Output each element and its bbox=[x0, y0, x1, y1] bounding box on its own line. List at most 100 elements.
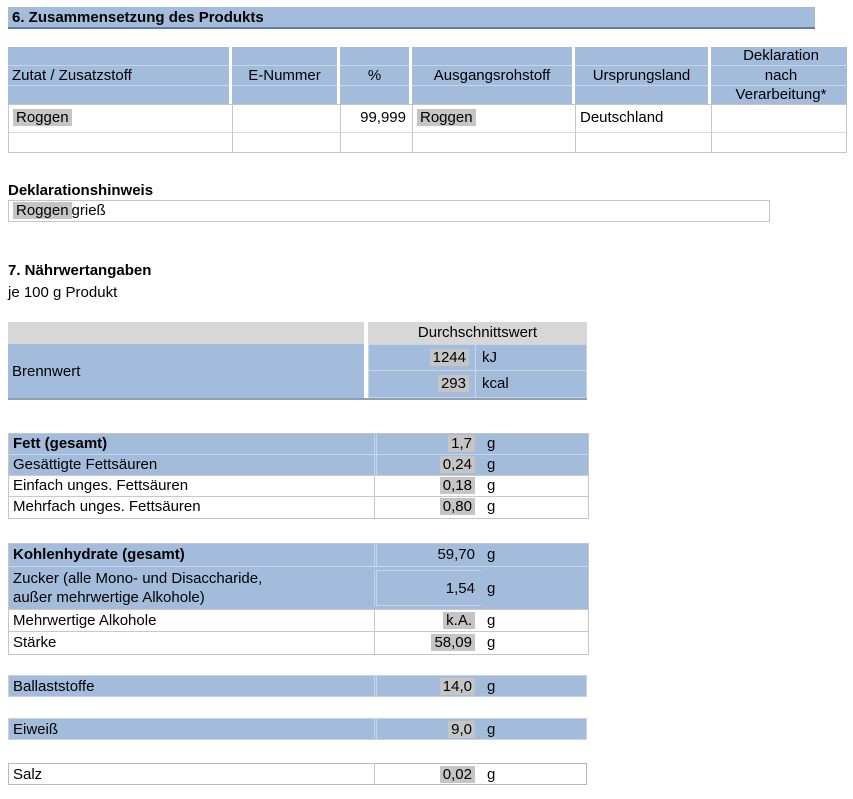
header-label-deklaration-line2: nach bbox=[711, 65, 847, 86]
salz-form-field[interactable]: 0,02 bbox=[439, 766, 475, 783]
brennwert-kj-row: 1244 kJ bbox=[368, 344, 587, 371]
mehrwertige-alkohole-label: Mehrwertige Alkohole bbox=[13, 612, 157, 629]
header-cell-prozent: % bbox=[340, 47, 412, 104]
row-zucker: Zucker (alle Mono- und Disaccharide, auß… bbox=[9, 567, 588, 610]
kohlenhydrate-value[interactable]: 59,70 bbox=[437, 546, 475, 563]
eiweiss-label: Eiweiß bbox=[13, 721, 59, 738]
row-fett-gesamt: Fett (gesamt) 1,7 g bbox=[9, 434, 588, 455]
row-ballaststoffe: Ballaststoffe 14,0 g bbox=[8, 675, 587, 697]
zucker-label: Zucker (alle Mono- und Disaccharide, auß… bbox=[9, 567, 374, 609]
fett-label: Fett (gesamt) bbox=[13, 435, 108, 452]
brennwert-kcal-unit: kcal bbox=[482, 375, 509, 392]
brennwert-kj-unit: kJ bbox=[482, 349, 497, 366]
header-cell-enummer: E-Nummer bbox=[232, 47, 340, 104]
cell-ausgangsrohstoff: Roggen bbox=[413, 105, 576, 132]
kohlenhydrate-table: Kohlenhydrate (gesamt) 59,70 g Zucker (a… bbox=[8, 543, 589, 655]
header-cell-deklaration: Deklaration nach Verarbeitung* bbox=[711, 47, 847, 104]
eiweiss-table: Eiweiß 9,0 g bbox=[8, 718, 587, 740]
kohlenhydrate-unit: g bbox=[487, 546, 496, 563]
section6-title: 6. Zusammensetzung des Produkts bbox=[8, 7, 815, 29]
brennwert-header-empty-cell bbox=[8, 322, 368, 344]
gesaettigte-unit: g bbox=[487, 456, 496, 473]
brennwert-table-body: Brennwert 1244 kJ 293 kcal bbox=[8, 344, 587, 400]
composition-table-body: Roggen 99,999 Roggen Deutschland bbox=[8, 104, 847, 153]
staerke-label: Stärke bbox=[13, 634, 57, 651]
fett-form-field[interactable]: 1,7 bbox=[448, 435, 475, 452]
salz-label: Salz bbox=[13, 766, 43, 783]
header-cell-ursprungsland: Ursprungsland bbox=[575, 47, 711, 104]
ballaststoffe-table: Ballaststoffe 14,0 g bbox=[8, 675, 587, 697]
mehrwertige-alkohole-unit: g bbox=[487, 612, 496, 629]
brennwert-kcal-row: 293 kcal bbox=[368, 371, 587, 398]
brennwert-kcal-value-cell: 293 bbox=[369, 371, 476, 397]
cell-deklaration bbox=[712, 105, 846, 132]
brennwert-table: Durchschnittswert Brennwert 1244 kJ 293 … bbox=[8, 322, 587, 400]
header-label-enummer: E-Nummer bbox=[232, 65, 337, 86]
table-row-empty bbox=[9, 133, 846, 152]
composition-table-header: Zutat / Zusatzstoff E-Nummer % Ausgangsr… bbox=[8, 47, 847, 104]
eiweiss-unit: g bbox=[487, 721, 496, 738]
staerke-unit: g bbox=[487, 634, 496, 651]
eiweiss-form-field[interactable]: 9,0 bbox=[448, 721, 475, 738]
salz-unit: g bbox=[487, 766, 496, 783]
brennwert-kj-form-field[interactable]: 1244 bbox=[429, 349, 469, 366]
brennwert-kcal-form-field[interactable]: 293 bbox=[437, 375, 469, 392]
section7-subtitle: je 100 g Produkt bbox=[8, 284, 118, 301]
gesaettigte-label: Gesättigte Fettsäuren bbox=[13, 456, 158, 473]
header-label-zutat: Zutat / Zusatzstoff bbox=[8, 65, 229, 86]
header-cell-zutat: Zutat / Zusatzstoff bbox=[8, 47, 232, 104]
durchschnittswert-header: Durchschnittswert bbox=[368, 322, 587, 344]
header-label-prozent: % bbox=[340, 65, 409, 86]
row-kohlenhydrate-gesamt: Kohlenhydrate (gesamt) 59,70 g bbox=[9, 544, 588, 567]
staerke-form-field[interactable]: 58,09 bbox=[431, 634, 475, 651]
section7-title: 7. Nährwertangaben bbox=[8, 262, 152, 279]
brennwert-kj-value-cell: 1244 bbox=[369, 345, 476, 370]
mehrfach-unit: g bbox=[487, 498, 496, 515]
deklarationshinweis-suffix: grieß bbox=[71, 202, 106, 219]
kohlenhydrate-label: Kohlenhydrate (gesamt) bbox=[13, 546, 185, 563]
table-row: Roggen 99,999 Roggen Deutschland bbox=[9, 105, 846, 133]
header-label-ausgangsrohstoff: Ausgangsrohstoff bbox=[412, 65, 572, 86]
mehrwertige-alkohole-form-field[interactable]: k.A. bbox=[443, 612, 475, 629]
mehrfach-form-field[interactable]: 0,80 bbox=[439, 498, 475, 515]
cell-zutat: Roggen bbox=[9, 105, 233, 132]
ballaststoffe-form-field[interactable]: 14,0 bbox=[439, 678, 475, 695]
zucker-label-line2: außer mehrwertige Alkohole) bbox=[13, 589, 205, 606]
header-label-ursprungsland: Ursprungsland bbox=[575, 65, 708, 86]
header-label-deklaration-line3: Verarbeitung* bbox=[735, 86, 827, 103]
mehrfach-label: Mehrfach unges. Fettsäuren bbox=[13, 498, 201, 515]
einfach-unit: g bbox=[487, 477, 496, 494]
gesaettigte-form-field[interactable]: 0,24 bbox=[439, 456, 475, 473]
zucker-label-line1: Zucker (alle Mono- und Disaccharide, bbox=[13, 570, 263, 587]
deklarationshinweis-input[interactable]: Roggen grieß bbox=[8, 200, 770, 222]
salz-table: Salz 0,02 g bbox=[8, 763, 587, 785]
ballaststoffe-unit: g bbox=[487, 678, 496, 695]
fett-unit: g bbox=[487, 435, 496, 452]
header-label-deklaration-line1: Deklaration bbox=[743, 47, 819, 64]
zutat-form-field[interactable]: Roggen bbox=[13, 109, 72, 126]
brennwert-table-header: Durchschnittswert bbox=[8, 322, 587, 344]
row-salz: Salz 0,02 g bbox=[8, 763, 587, 785]
fett-table: Fett (gesamt) 1,7 g Gesättigte Fettsäure… bbox=[8, 433, 589, 519]
einfach-form-field[interactable]: 0,18 bbox=[439, 477, 475, 494]
cell-enummer bbox=[233, 105, 341, 132]
zucker-value[interactable]: 1,54 bbox=[445, 579, 475, 597]
cell-prozent: 99,999 bbox=[341, 105, 413, 132]
ausgangsrohstoff-form-field[interactable]: Roggen bbox=[417, 109, 476, 126]
row-einfach-unges-fettsaeuren: Einfach unges. Fettsäuren 0,18 g bbox=[9, 476, 588, 497]
row-mehrfach-unges-fettsaeuren: Mehrfach unges. Fettsäuren 0,80 g bbox=[9, 497, 588, 518]
einfach-label: Einfach unges. Fettsäuren bbox=[13, 477, 189, 494]
deklarationshinweis-heading: Deklarationshinweis bbox=[8, 182, 154, 199]
zucker-unit: g bbox=[487, 579, 496, 597]
row-staerke: Stärke 58,09 g bbox=[9, 632, 588, 654]
row-eiweiss: Eiweiß 9,0 g bbox=[8, 718, 587, 740]
cell-ursprungsland: Deutschland bbox=[576, 105, 712, 132]
ballaststoffe-label: Ballaststoffe bbox=[13, 678, 95, 695]
header-cell-ausgangsrohstoff: Ausgangsrohstoff bbox=[412, 47, 575, 104]
deklarationshinweis-form-field[interactable]: Roggen bbox=[13, 202, 72, 219]
row-mehrwertige-alkohole: Mehrwertige Alkohole k.A. g bbox=[9, 610, 588, 632]
composition-table: Zutat / Zusatzstoff E-Nummer % Ausgangsr… bbox=[8, 47, 847, 153]
brennwert-label: Brennwert bbox=[8, 344, 368, 398]
row-gesaettigte-fettsaeuren: Gesättigte Fettsäuren 0,24 g bbox=[9, 455, 588, 476]
